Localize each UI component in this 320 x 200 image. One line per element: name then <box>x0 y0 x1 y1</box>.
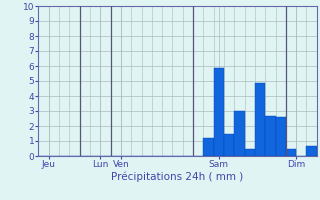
Bar <box>234 111 244 156</box>
Bar <box>224 134 234 156</box>
Bar <box>276 117 286 156</box>
Bar <box>214 68 224 156</box>
X-axis label: Précipitations 24h ( mm ): Précipitations 24h ( mm ) <box>111 172 244 182</box>
Bar <box>244 148 255 156</box>
Bar <box>286 148 296 156</box>
Bar <box>204 138 214 156</box>
Bar <box>307 146 317 156</box>
Bar <box>255 82 265 156</box>
Bar <box>265 116 276 156</box>
